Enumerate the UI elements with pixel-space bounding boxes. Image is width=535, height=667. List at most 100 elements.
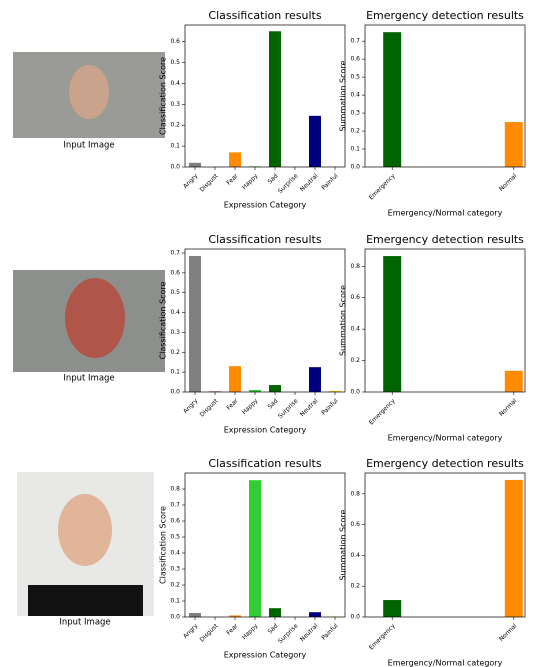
y-axis-label: Summation Score bbox=[339, 285, 348, 356]
image-caption: Input Image bbox=[59, 618, 110, 628]
x-tick-label: Disgust bbox=[199, 622, 220, 643]
bar bbox=[189, 613, 201, 617]
y-tick-label: 0.5 bbox=[170, 289, 180, 296]
bar bbox=[309, 116, 321, 167]
bar bbox=[505, 480, 523, 617]
y-tick-label: 0.0 bbox=[350, 164, 360, 171]
y-tick-label: 0.4 bbox=[350, 326, 360, 333]
x-axis-label: Expression Category bbox=[224, 651, 307, 660]
x-axis-label: Emergency/Normal category bbox=[388, 209, 503, 218]
y-tick-label: 0.6 bbox=[170, 269, 180, 276]
x-tick-label: Angry bbox=[182, 397, 200, 415]
x-tick-label: Sad bbox=[267, 397, 280, 410]
y-tick-label: 0.6 bbox=[170, 38, 180, 45]
y-tick-label: 0.3 bbox=[170, 566, 180, 573]
chart-title: Classification results bbox=[208, 457, 321, 470]
y-tick-label: 0.4 bbox=[170, 80, 180, 87]
x-tick-label: Angry bbox=[182, 172, 200, 190]
y-tick-label: 0.0 bbox=[170, 614, 180, 621]
y-tick-label: 0.2 bbox=[350, 128, 360, 135]
x-tick-label: Happy bbox=[241, 172, 260, 191]
x-axis-label: Emergency/Normal category bbox=[388, 659, 503, 667]
bar bbox=[309, 612, 321, 617]
y-tick-label: 0.1 bbox=[170, 369, 180, 376]
y-tick-label: 0.2 bbox=[350, 583, 360, 590]
face bbox=[65, 278, 125, 358]
x-tick-label: Painful bbox=[320, 172, 339, 191]
x-tick-label: Sad bbox=[267, 172, 280, 185]
x-tick-label: Angry bbox=[182, 622, 200, 640]
y-tick-label: 0.5 bbox=[170, 59, 180, 66]
y-tick-label: 0.6 bbox=[350, 56, 360, 63]
bar bbox=[249, 480, 261, 617]
y-tick-label: 0.0 bbox=[170, 389, 180, 396]
figure: Input Image Input Image Input Image Clas… bbox=[0, 0, 535, 667]
x-tick-label: Surprise bbox=[277, 172, 300, 195]
bar bbox=[269, 385, 281, 392]
y-tick-label: 0.4 bbox=[350, 92, 360, 99]
bar bbox=[383, 32, 401, 167]
bar bbox=[229, 366, 241, 392]
y-tick-label: 0.0 bbox=[350, 614, 360, 621]
y-tick-label: 0.5 bbox=[350, 74, 360, 81]
y-tick-label: 0.4 bbox=[170, 550, 180, 557]
x-tick-label: Emergency bbox=[368, 397, 397, 426]
y-axis-label: Classification Score bbox=[159, 57, 168, 135]
bar bbox=[269, 31, 281, 167]
bar bbox=[269, 608, 281, 617]
face bbox=[58, 494, 112, 566]
x-tick-label: Disgust bbox=[199, 397, 220, 418]
x-tick-label: Normal bbox=[498, 172, 519, 193]
y-tick-label: 0.4 bbox=[170, 309, 180, 316]
x-tick-label: Emergency bbox=[368, 172, 397, 201]
bar bbox=[383, 256, 401, 392]
x-axis-label: Emergency/Normal category bbox=[388, 434, 503, 443]
bar bbox=[189, 256, 201, 392]
plot-frame bbox=[185, 473, 345, 617]
y-axis-label: Summation Score bbox=[339, 509, 348, 580]
chart-title: Classification results bbox=[208, 9, 321, 22]
y-tick-label: 0.7 bbox=[170, 249, 180, 256]
y-tick-label: 0.2 bbox=[350, 357, 360, 364]
x-tick-label: Happy bbox=[241, 397, 260, 416]
x-tick-label: Happy bbox=[241, 622, 260, 641]
image-caption: Input Image bbox=[63, 374, 114, 384]
y-tick-label: 0.0 bbox=[350, 389, 360, 396]
y-tick-label: 0.6 bbox=[350, 521, 360, 528]
plot-frame bbox=[365, 473, 525, 617]
x-tick-label: Fear bbox=[225, 172, 239, 186]
x-tick-label: Painful bbox=[320, 622, 339, 641]
y-tick-label: 0.0 bbox=[170, 164, 180, 171]
x-tick-label: Surprise bbox=[277, 622, 300, 645]
image-caption: Input Image bbox=[63, 141, 114, 151]
bar bbox=[505, 122, 523, 167]
y-tick-label: 0.4 bbox=[350, 552, 360, 559]
bar bbox=[383, 600, 401, 617]
y-tick-label: 0.3 bbox=[170, 101, 180, 108]
x-tick-label: Sad bbox=[267, 622, 280, 635]
y-tick-label: 0.3 bbox=[350, 110, 360, 117]
x-tick-label: Normal bbox=[498, 622, 519, 643]
face bbox=[69, 65, 109, 119]
y-tick-label: 0.7 bbox=[350, 38, 360, 45]
y-tick-label: 0.7 bbox=[170, 502, 180, 509]
bar bbox=[189, 163, 201, 167]
y-tick-label: 0.1 bbox=[170, 143, 180, 150]
y-tick-label: 0.6 bbox=[170, 518, 180, 525]
x-tick-label: Normal bbox=[498, 397, 519, 418]
chart-title: Emergency detection results bbox=[366, 457, 524, 470]
x-tick-label: Fear bbox=[225, 622, 239, 636]
y-tick-label: 0.6 bbox=[350, 294, 360, 301]
bar bbox=[229, 152, 241, 167]
x-tick-label: Neutral bbox=[299, 172, 320, 193]
y-tick-label: 0.2 bbox=[170, 122, 180, 129]
bar bbox=[505, 371, 523, 392]
x-tick-label: Surprise bbox=[277, 397, 300, 420]
x-tick-label: Neutral bbox=[299, 622, 320, 643]
y-axis-label: Classification Score bbox=[159, 281, 168, 359]
clothing bbox=[28, 585, 143, 616]
y-axis-label: Summation Score bbox=[339, 60, 348, 131]
x-tick-label: Painful bbox=[320, 397, 339, 416]
chart-title: Emergency detection results bbox=[366, 233, 524, 246]
x-tick-label: Emergency bbox=[368, 622, 397, 651]
